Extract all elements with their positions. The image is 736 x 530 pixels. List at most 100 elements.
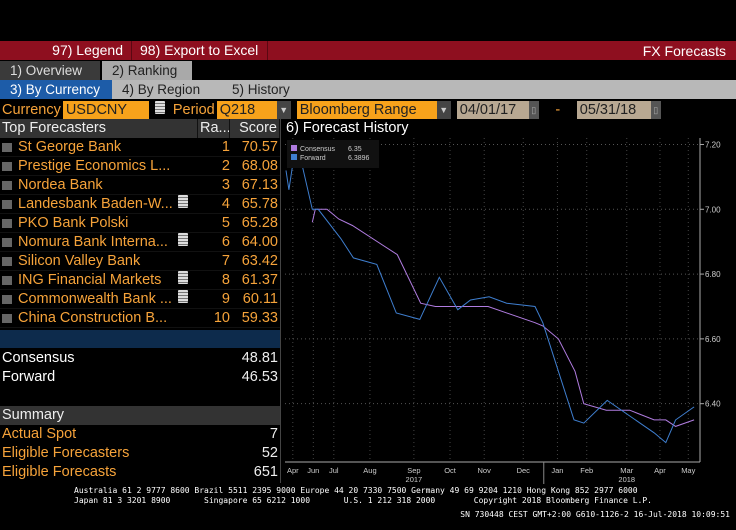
series-line-consensus xyxy=(311,208,695,427)
forward-label: Forward xyxy=(2,369,56,385)
selection-bar xyxy=(0,330,280,348)
export-excel-button[interactable]: 98) Export to Excel xyxy=(132,41,268,60)
row-checkbox-icon[interactable] xyxy=(2,237,12,247)
tab-history[interactable]: 5) History xyxy=(232,82,290,97)
score: 64.00 xyxy=(241,233,278,250)
notes-icon[interactable] xyxy=(149,101,171,118)
tab-by-region[interactable]: 4) By Region xyxy=(122,82,201,97)
rank: 3 xyxy=(221,176,230,193)
footer-contacts: Australia 61 2 9777 8600 Brazil 5511 239… xyxy=(74,486,638,495)
table-row[interactable]: ING Financial Markets 8 61.37 xyxy=(0,270,280,290)
x-tick-label: Apr xyxy=(654,466,666,475)
row-checkbox-icon[interactable] xyxy=(2,161,12,171)
consensus-row[interactable]: Consensus 48.81 xyxy=(0,349,280,368)
forecaster-name: Landesbank Baden-W... xyxy=(18,195,173,212)
currency-label: Currency xyxy=(2,101,61,118)
row-checkbox-icon[interactable] xyxy=(2,275,12,285)
rank: 4 xyxy=(221,195,230,212)
forecaster-name: ING Financial Markets xyxy=(18,271,162,288)
score: 59.33 xyxy=(241,309,278,326)
year-label: 2017 xyxy=(406,475,423,484)
period-label: Period xyxy=(172,101,215,118)
rank: 5 xyxy=(221,214,230,231)
row-checkbox-icon[interactable] xyxy=(2,256,12,266)
score: 61.37 xyxy=(241,271,278,288)
year-label: 2018 xyxy=(618,475,635,484)
range-dropdown-icon[interactable]: ▼ xyxy=(436,100,451,119)
x-tick-label: Jan xyxy=(551,466,563,475)
x-tick-label: May xyxy=(681,466,695,475)
forecasters-table: St George Bank 1 70.57 Prestige Economics L… xyxy=(0,138,280,328)
table-row[interactable]: Nordea Bank 3 67.13 xyxy=(0,176,280,195)
rank: 8 xyxy=(221,271,230,288)
summary-label: Actual Spot xyxy=(2,426,77,442)
currency-input[interactable]: USDCNY xyxy=(62,100,149,119)
calendar-icon[interactable]: ▯ xyxy=(528,100,539,119)
table-row[interactable]: Nomura Bank Interna... 6 64.00 xyxy=(0,232,280,252)
row-checkbox-icon[interactable] xyxy=(2,142,12,152)
forecast-history-chart: 6.40 6.60 6.80 7.00 7.20 Apr Jun Jul Aug Sep Oct No… xyxy=(285,138,721,484)
x-tick-label: Jul xyxy=(329,466,339,475)
score: 65.28 xyxy=(241,214,278,231)
x-tick-label: Nov xyxy=(478,466,492,475)
forward-row[interactable]: Forward 46.53 xyxy=(0,368,280,387)
score: 65.78 xyxy=(241,195,278,212)
col-rank[interactable]: Ra... xyxy=(200,119,230,138)
score: 67.13 xyxy=(241,176,278,193)
benchmarks: Consensus 48.81 Forward 46.53 xyxy=(0,349,280,387)
note-icon[interactable] xyxy=(178,232,200,252)
row-checkbox-icon[interactable] xyxy=(2,294,12,304)
x-tick-label: Aug xyxy=(363,466,376,475)
col-score[interactable]: Score xyxy=(230,119,280,138)
summary-value: 52 xyxy=(261,445,278,461)
tab-ranking[interactable]: 2) Ranking xyxy=(102,61,192,80)
summary-header: Summary xyxy=(0,406,280,425)
forecaster-name: PKO Bank Polski xyxy=(18,214,129,231)
start-date-input[interactable]: 04/01/17 xyxy=(456,100,529,119)
note-icon[interactable] xyxy=(178,194,200,214)
table-row[interactable]: Prestige Economics L... 2 68.08 xyxy=(0,157,280,176)
rank: 9 xyxy=(221,290,230,307)
x-tick-label: Mar xyxy=(620,466,633,475)
range-select[interactable]: Bloomberg Range xyxy=(296,100,437,119)
table-row[interactable]: Commonwealth Bank ... 9 60.11 xyxy=(0,289,280,309)
calendar-icon[interactable]: ▯ xyxy=(650,100,661,119)
score: 63.42 xyxy=(241,252,278,269)
note-icon[interactable] xyxy=(178,270,200,290)
tab-overview[interactable]: 1) Overview xyxy=(0,61,100,80)
row-checkbox-icon[interactable] xyxy=(2,199,12,209)
legend-swatch xyxy=(291,145,297,151)
period-select[interactable]: Q218 xyxy=(216,100,277,119)
footer-session: SN 730448 CEST GMT+2:00 G610-1126-2 16-J… xyxy=(460,510,730,519)
table-row[interactable]: China Construction B... 10 59.33 xyxy=(0,309,280,328)
table-row[interactable]: St George Bank 1 70.57 xyxy=(0,138,280,157)
note-icon[interactable] xyxy=(178,289,200,309)
rank: 10 xyxy=(213,309,230,326)
end-date-input[interactable]: 05/31/18 xyxy=(576,100,651,119)
footer: Australia 61 2 9777 8600 Brazil 5511 239… xyxy=(0,486,736,520)
forecaster-name: Prestige Economics L... xyxy=(18,157,171,174)
period-dropdown-icon[interactable]: ▼ xyxy=(276,100,291,119)
table-row[interactable]: PKO Bank Polski 5 65.28 xyxy=(0,214,280,233)
controls-bar: Currency USDCNY Period Q218 ▼ Bloomberg … xyxy=(0,100,736,119)
y-tick-label: 7.00 xyxy=(705,205,721,214)
series-line-forward xyxy=(285,163,695,444)
summary-label: Eligible Forecasts xyxy=(2,464,117,480)
row-checkbox-icon[interactable] xyxy=(2,180,12,190)
legend-button[interactable]: 97) Legend xyxy=(0,41,132,60)
rank: 1 xyxy=(221,138,230,155)
summary-value: 651 xyxy=(253,464,278,480)
summary-row: Eligible Forecasts 651 xyxy=(0,463,280,482)
legend-label: Forward xyxy=(300,155,326,162)
toolbar: 97) Legend 98) Export to Excel FX Foreca… xyxy=(0,41,736,60)
consensus-value: 48.81 xyxy=(241,350,278,366)
row-checkbox-icon[interactable] xyxy=(2,218,12,228)
row-checkbox-icon[interactable] xyxy=(2,313,12,323)
rank: 7 xyxy=(221,252,230,269)
table-row[interactable]: Landesbank Baden-W... 4 65.78 xyxy=(0,194,280,214)
table-row[interactable]: Silicon Valley Bank 7 63.42 xyxy=(0,252,280,271)
summary-list: Actual Spot 7 Eligible Forecasters 52 Elig… xyxy=(0,425,280,482)
tab-by-currency[interactable]: 3) By Currency xyxy=(0,80,113,99)
footer-copyright: Japan 81 3 3201 8900 Singapore 65 6212 1… xyxy=(74,496,652,505)
col-forecaster[interactable]: Top Forecasters xyxy=(0,119,198,138)
